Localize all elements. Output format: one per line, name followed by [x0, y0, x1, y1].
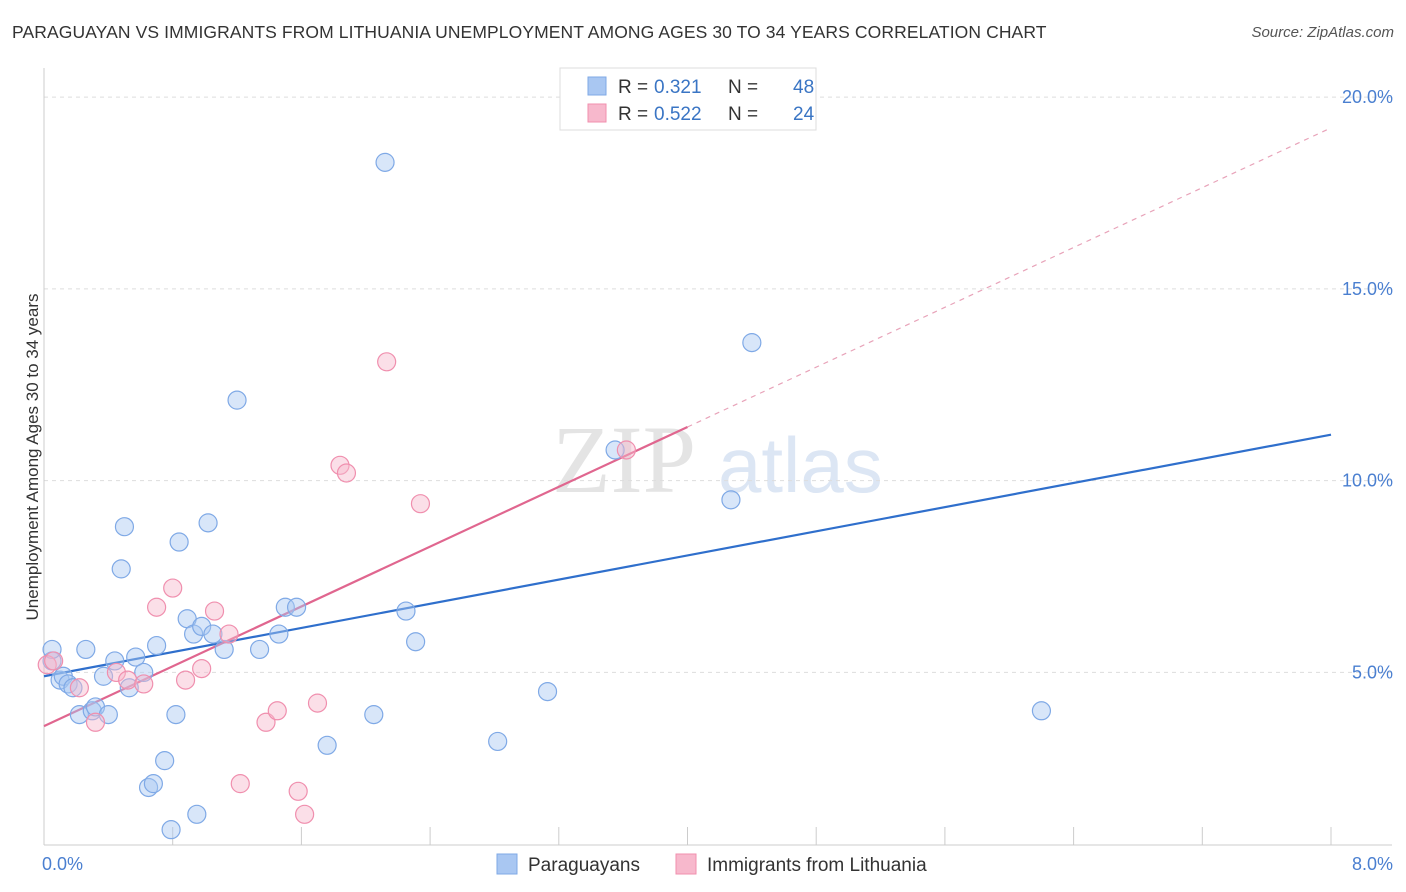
x-tick-label-1: 8.0% — [1352, 854, 1393, 874]
x-tick-label-0: 0.0% — [42, 854, 83, 874]
legend-swatch-1 — [587, 103, 607, 123]
chart-title: PARAGUAYAN VS IMMIGRANTS FROM LITHUANIA … — [12, 22, 1047, 42]
point-s0-18 — [143, 774, 163, 794]
point-s0-37 — [364, 705, 384, 725]
point-s1-4 — [118, 670, 138, 690]
point-s1-17 — [307, 693, 328, 713]
point-s0-15 — [126, 647, 146, 667]
bottom-legend: Paraguayans Immigrants from Lithuania — [496, 853, 927, 876]
point-s0-35 — [286, 597, 307, 617]
point-s1-23 — [44, 651, 64, 671]
point-s1-7 — [163, 578, 183, 598]
bottom-legend-swatch-0 — [496, 853, 518, 875]
point-s1-9 — [192, 658, 212, 679]
point-s1-15 — [288, 781, 308, 801]
legend-r-value-1: 0.522 — [654, 104, 702, 125]
point-s0-16 — [134, 662, 154, 683]
bottom-legend-label-1: Immigrants from Lithuania — [707, 855, 927, 876]
point-s0-36 — [317, 735, 337, 755]
y-tick-label-0: 5.0% — [1352, 662, 1393, 682]
legend-r-label-0: R = — [618, 77, 648, 98]
point-s1-11 — [219, 624, 239, 644]
point-s0-9 — [93, 666, 114, 686]
legend-r-label-1: R = — [618, 104, 648, 125]
y-axis-label: Unemployment Among Ages 30 to 34 years — [23, 294, 42, 621]
point-s1-8 — [175, 670, 196, 690]
point-s0-4 — [63, 678, 83, 698]
point-s1-6 — [147, 597, 167, 617]
point-s1-21 — [410, 494, 431, 514]
point-s0-46 — [1031, 701, 1052, 721]
point-s1-19 — [336, 463, 357, 483]
point-s0-25 — [184, 624, 204, 644]
point-s1-5 — [134, 674, 154, 694]
point-s1-13 — [256, 712, 276, 732]
point-s1-22 — [616, 440, 636, 460]
point-s0-27 — [192, 616, 212, 637]
y-tick-label-2: 15.0% — [1342, 279, 1393, 299]
y-tick-labels: 5.0% 10.0% 15.0% 20.0% — [1342, 87, 1393, 682]
watermark-zip: ZIP — [552, 406, 696, 513]
legend-swatch-0 — [587, 76, 607, 96]
point-s1-16 — [295, 804, 315, 824]
point-s0-20 — [155, 751, 175, 771]
legend-n-label-0: N = — [728, 77, 758, 98]
point-s0-21 — [161, 820, 181, 840]
point-s0-22 — [166, 705, 186, 725]
point-s0-23 — [169, 532, 189, 552]
point-s0-43 — [605, 440, 625, 460]
bottom-legend-label-0: Paraguayans — [528, 855, 640, 876]
point-s0-42 — [537, 681, 558, 702]
source-label: Source: ZipAtlas.com — [1251, 24, 1394, 41]
trend-line-dashed-1 — [687, 127, 1332, 428]
point-s0-12 — [111, 559, 131, 579]
legend-r-value-0: 0.321 — [654, 77, 702, 98]
point-s0-45 — [742, 333, 762, 353]
point-s0-33 — [269, 624, 289, 644]
point-s1-10 — [204, 601, 225, 621]
data-points — [37, 152, 1052, 840]
point-s0-30 — [214, 639, 234, 660]
bottom-legend-swatch-1 — [675, 853, 697, 875]
watermark-atlas: atlas — [718, 421, 883, 509]
y-tick-label-1: 10.0% — [1342, 471, 1393, 491]
point-s1-1 — [69, 678, 89, 698]
point-s0-31 — [227, 390, 247, 410]
legend-n-value-0: 48 — [793, 77, 814, 98]
point-s0-41 — [488, 731, 508, 752]
point-s1-2 — [85, 712, 106, 732]
point-s0-6 — [76, 639, 96, 660]
point-s0-32 — [249, 639, 270, 660]
trend-line-0 — [43, 433, 1332, 678]
y-tick-label-3: 20.0% — [1342, 87, 1393, 107]
point-s1-20 — [377, 352, 397, 372]
point-s0-14 — [119, 678, 139, 698]
point-s0-13 — [114, 517, 135, 537]
point-s0-5 — [69, 705, 89, 725]
point-s0-34 — [275, 597, 295, 617]
watermark: ZIP atlas — [552, 406, 883, 513]
point-s1-12 — [230, 774, 250, 794]
point-s1-18 — [330, 455, 350, 475]
point-s1-3 — [106, 662, 126, 683]
legend: R = 0.321 N = 48 R = 0.522 N = 24 — [559, 67, 817, 131]
legend-n-label-1: N = — [728, 104, 758, 125]
point-s0-40 — [406, 632, 426, 652]
point-s0-28 — [198, 513, 218, 533]
point-s0-29 — [203, 624, 223, 644]
axes — [43, 68, 1392, 846]
point-s0-39 — [396, 601, 416, 621]
point-s1-14 — [267, 701, 287, 721]
point-s0-26 — [187, 804, 207, 824]
point-s0-44 — [721, 490, 741, 510]
x-tick-labels: 0.0% 8.0% — [42, 854, 1393, 874]
legend-n-value-1: 24 — [793, 104, 815, 125]
grid-lines — [44, 96, 1391, 673]
point-s0-19 — [147, 635, 167, 656]
point-s0-38 — [375, 152, 395, 172]
